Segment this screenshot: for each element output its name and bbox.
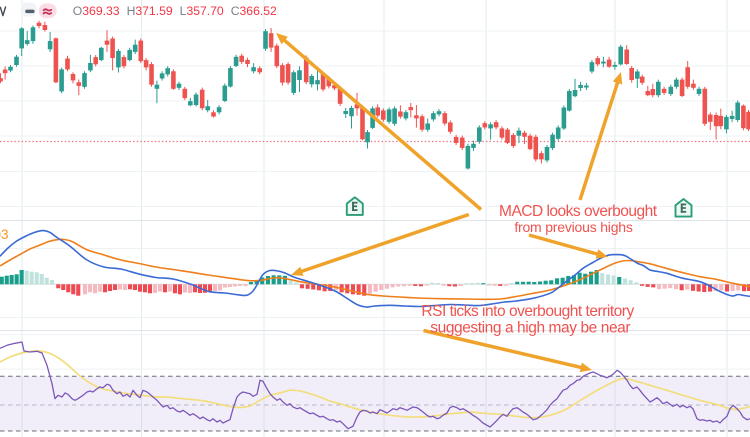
svg-text:O369.33 H371.59 L357.70 C366.5: O369.33 H371.59 L357.70 C366.52 <box>73 4 277 18</box>
svg-text:RSI ticks into overbought terr: RSI ticks into overbought territory <box>421 303 634 320</box>
svg-text:from previous highs: from previous highs <box>514 219 633 235</box>
svg-text:MACD looks overbought: MACD looks overbought <box>499 203 658 220</box>
svg-text:03: 03 <box>0 227 9 242</box>
svg-text:suggesting a high may be near: suggesting a high may be near <box>430 320 630 337</box>
